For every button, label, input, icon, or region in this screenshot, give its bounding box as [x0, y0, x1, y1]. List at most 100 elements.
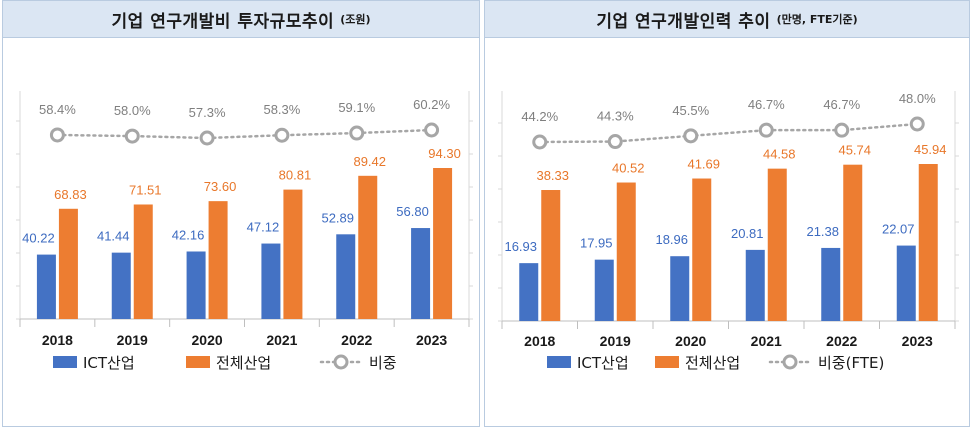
ratio-label: 46.7% [748, 97, 785, 112]
ratio-point [683, 128, 699, 144]
rnd-workforce-chart: 16.93 38.33 2018 44.2% 17.95 40.52 2019 44.3% 18… [498, 91, 959, 372]
ratio-label: 48.0% [899, 91, 936, 106]
bar-total [208, 201, 228, 319]
bar-ict-label: 56.80 [396, 204, 429, 219]
bar-ict-label: 47.12 [247, 220, 280, 235]
ratio-point [834, 122, 850, 138]
ratio-point [199, 130, 215, 146]
bar-ict-label: 52.89 [321, 210, 354, 225]
bar-total-label: 45.94 [914, 142, 947, 157]
bar-total-label: 41.69 [687, 157, 720, 172]
legend-label-total: 전체산업 [216, 354, 271, 372]
bar-total-label: 80.81 [279, 168, 312, 183]
bar-total [283, 189, 303, 319]
bar-total [133, 204, 153, 319]
rnd-investment-unit: (조원) [340, 13, 371, 26]
bar-total [918, 164, 938, 321]
bar-ict [745, 249, 765, 321]
category-label: 2020 [675, 333, 706, 349]
bar-ict-label: 16.93 [504, 239, 537, 254]
ratio-point [274, 127, 290, 143]
bar-ict [519, 263, 539, 321]
rnd-workforce-unit: (만명, FTE기준) [776, 13, 858, 26]
ratio-label: 46.7% [823, 97, 860, 112]
bar-ict [36, 254, 56, 319]
ratio-line [538, 122, 919, 144]
category-label: 2023 [902, 333, 933, 349]
bar-total-label: 94.30 [428, 146, 461, 161]
bar-ict-label: 17.95 [580, 236, 613, 251]
ratio-point [124, 128, 140, 144]
legend-label-ict: ICT산업 [577, 354, 629, 372]
category-label: 2018 [524, 333, 555, 349]
bar-total [433, 168, 453, 319]
ratio-label: 58.3% [263, 102, 300, 117]
bar-total [541, 190, 561, 321]
ratio-label: 44.2% [521, 109, 558, 124]
legend-label-total: 전체산업 [685, 354, 740, 372]
bar-ict [336, 234, 356, 319]
category-label: 2020 [192, 332, 223, 348]
legend-swatch-ict [53, 356, 77, 368]
ratio-point [349, 125, 365, 141]
legend-label-ratio: 비중 [369, 354, 397, 372]
bar-total-label: 71.51 [129, 182, 162, 197]
bar-total [843, 164, 863, 321]
category-label: 2018 [42, 332, 73, 348]
legend-swatch-total [655, 356, 679, 368]
ratio-line [56, 128, 433, 140]
ratio-label: 58.4% [39, 102, 76, 117]
bar-ict-label: 21.38 [806, 224, 839, 239]
bar-total-label: 89.42 [353, 154, 386, 169]
bar-total-label: 45.74 [838, 143, 871, 158]
bar-total-label: 44.58 [763, 147, 796, 162]
rnd-investment-chart: 40.22 68.83 2018 58.4% 41.44 71.51 2019 58.0% 42… [16, 91, 473, 372]
bar-ict-label: 41.44 [97, 229, 130, 244]
bar-total [616, 182, 636, 321]
legend-label-ratio: 비중(FTE) [818, 354, 884, 372]
ratio-label: 60.2% [413, 97, 450, 112]
rnd-investment-title: 기업 연구개발비 투자규모추이 [111, 11, 335, 32]
bar-ict [186, 251, 206, 319]
bar-total-label: 38.33 [536, 168, 569, 183]
legend-swatch-ratio-marker [782, 354, 798, 370]
ratio-point [532, 134, 548, 150]
bar-ict-label: 42.16 [172, 227, 205, 242]
category-label: 2023 [416, 332, 447, 348]
bar-ict [821, 247, 841, 321]
rnd-workforce-title: 기업 연구개발인력 추이 [596, 11, 771, 32]
legend-label-ict: ICT산업 [83, 354, 135, 372]
bar-total-label: 40.52 [612, 161, 645, 176]
category-label: 2021 [751, 333, 782, 349]
ratio-label: 59.1% [338, 100, 375, 115]
category-label: 2022 [826, 333, 857, 349]
ratio-point [758, 122, 774, 138]
bar-total [358, 175, 378, 319]
legend-swatch-total [186, 356, 210, 368]
rnd-investment-header: 기업 연구개발비 투자규모추이 (조원) [3, 1, 479, 38]
ratio-point [49, 127, 65, 143]
bar-ict [594, 259, 614, 321]
category-label: 2019 [117, 332, 148, 348]
ratio-point [607, 134, 623, 150]
bar-ict-label: 20.81 [731, 226, 764, 241]
category-label: 2021 [266, 332, 297, 348]
bar-ict [111, 252, 131, 319]
bar-total [767, 168, 787, 321]
ratio-label: 44.3% [597, 109, 634, 124]
category-label: 2019 [600, 333, 631, 349]
bar-ict [411, 228, 431, 319]
bar-ict-label: 22.07 [882, 222, 915, 237]
bar-ict [896, 245, 916, 321]
bar-ict [670, 256, 690, 321]
ratio-label: 58.0% [114, 103, 151, 118]
bar-ict [261, 243, 281, 319]
bar-total [58, 208, 78, 319]
ratio-point [424, 122, 440, 138]
rnd-investment-panel: 기업 연구개발비 투자규모추이 (조원) 40.22 68.83 2018 58.4%… [2, 0, 480, 427]
bar-ict-label: 18.96 [655, 232, 688, 247]
category-label: 2022 [341, 332, 372, 348]
bar-ict-label: 40.22 [22, 231, 55, 246]
bar-total-label: 73.60 [204, 179, 237, 194]
ratio-label: 45.5% [672, 103, 709, 118]
